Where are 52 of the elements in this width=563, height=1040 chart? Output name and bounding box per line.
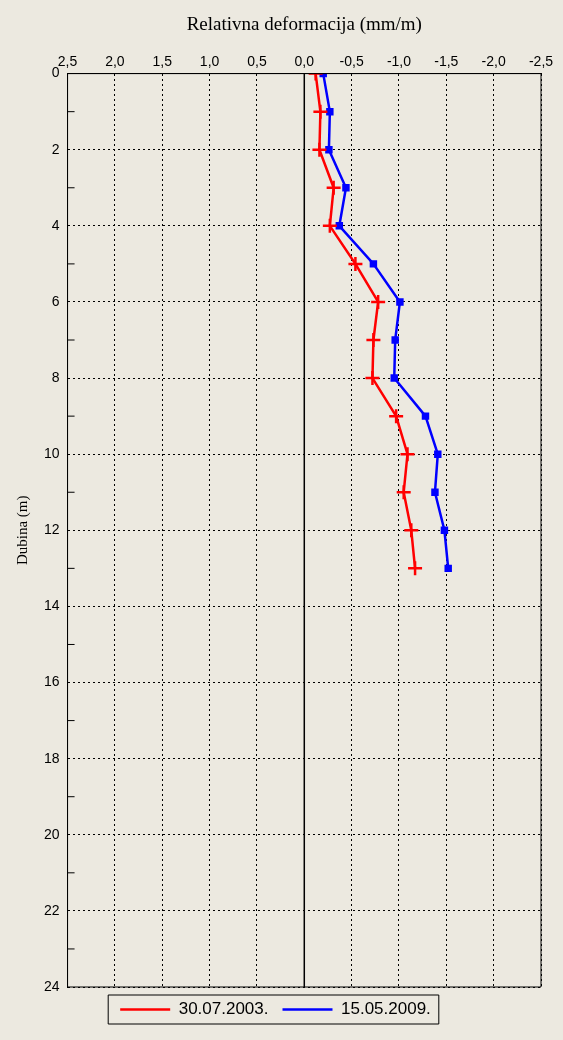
point: [431, 488, 439, 496]
point: [369, 293, 387, 311]
x-tick-label: -2,5: [528, 53, 554, 70]
y-tick-label: 8: [51, 368, 60, 385]
point: [342, 184, 350, 192]
y-tick-label: 10: [43, 445, 60, 462]
y-tick-label: 18: [43, 749, 60, 766]
point: [387, 407, 405, 425]
point: [325, 179, 342, 197]
legend-label: 30.07.2003.: [178, 999, 269, 1019]
point: [421, 412, 430, 420]
y-tick-label: 16: [43, 673, 60, 690]
x-tick-label: 1,5: [152, 53, 173, 70]
x-tick-label: -0,5: [339, 53, 364, 70]
x-tick-label: -2,0: [481, 53, 506, 70]
point: [444, 564, 452, 573]
y-tick-label: 24: [43, 977, 60, 994]
y-tick-label: 20: [43, 825, 60, 842]
x-tick-label: -1,0: [386, 53, 412, 70]
x-tick-label: -1,5: [434, 53, 459, 70]
point: [321, 217, 339, 235]
point: [335, 222, 344, 230]
point: [391, 336, 399, 344]
point: [434, 450, 442, 458]
point: [403, 522, 420, 539]
point: [326, 107, 334, 116]
point: [364, 369, 381, 387]
point: [311, 141, 328, 158]
point: [399, 445, 416, 463]
x-tick-label: 0,5: [247, 53, 267, 70]
y-tick-label: 22: [43, 901, 60, 918]
y-axis-title: Dubina (m): [13, 495, 31, 566]
x-tick-label: 1,0: [199, 53, 220, 70]
point: [406, 560, 424, 577]
point: [390, 374, 398, 382]
point: [365, 331, 382, 349]
y-tick-label: 6: [51, 292, 60, 309]
y-tick-label: 14: [43, 597, 60, 614]
legend-label: 15.05.2009.: [341, 999, 431, 1019]
point: [325, 145, 333, 154]
x-tick-label: 2,0: [105, 53, 125, 70]
point: [396, 298, 404, 306]
y-tick-label: 2: [51, 140, 60, 157]
x-axis-title: Relativna deformacija (mm/m): [186, 13, 422, 36]
y-tick-label: 4: [51, 216, 60, 233]
point: [440, 526, 449, 535]
x-tick-label: 0,0: [294, 53, 315, 70]
point: [369, 260, 378, 268]
y-tick-label: 12: [43, 521, 60, 538]
point: [395, 483, 412, 501]
point: [312, 103, 329, 120]
point: [347, 255, 364, 273]
